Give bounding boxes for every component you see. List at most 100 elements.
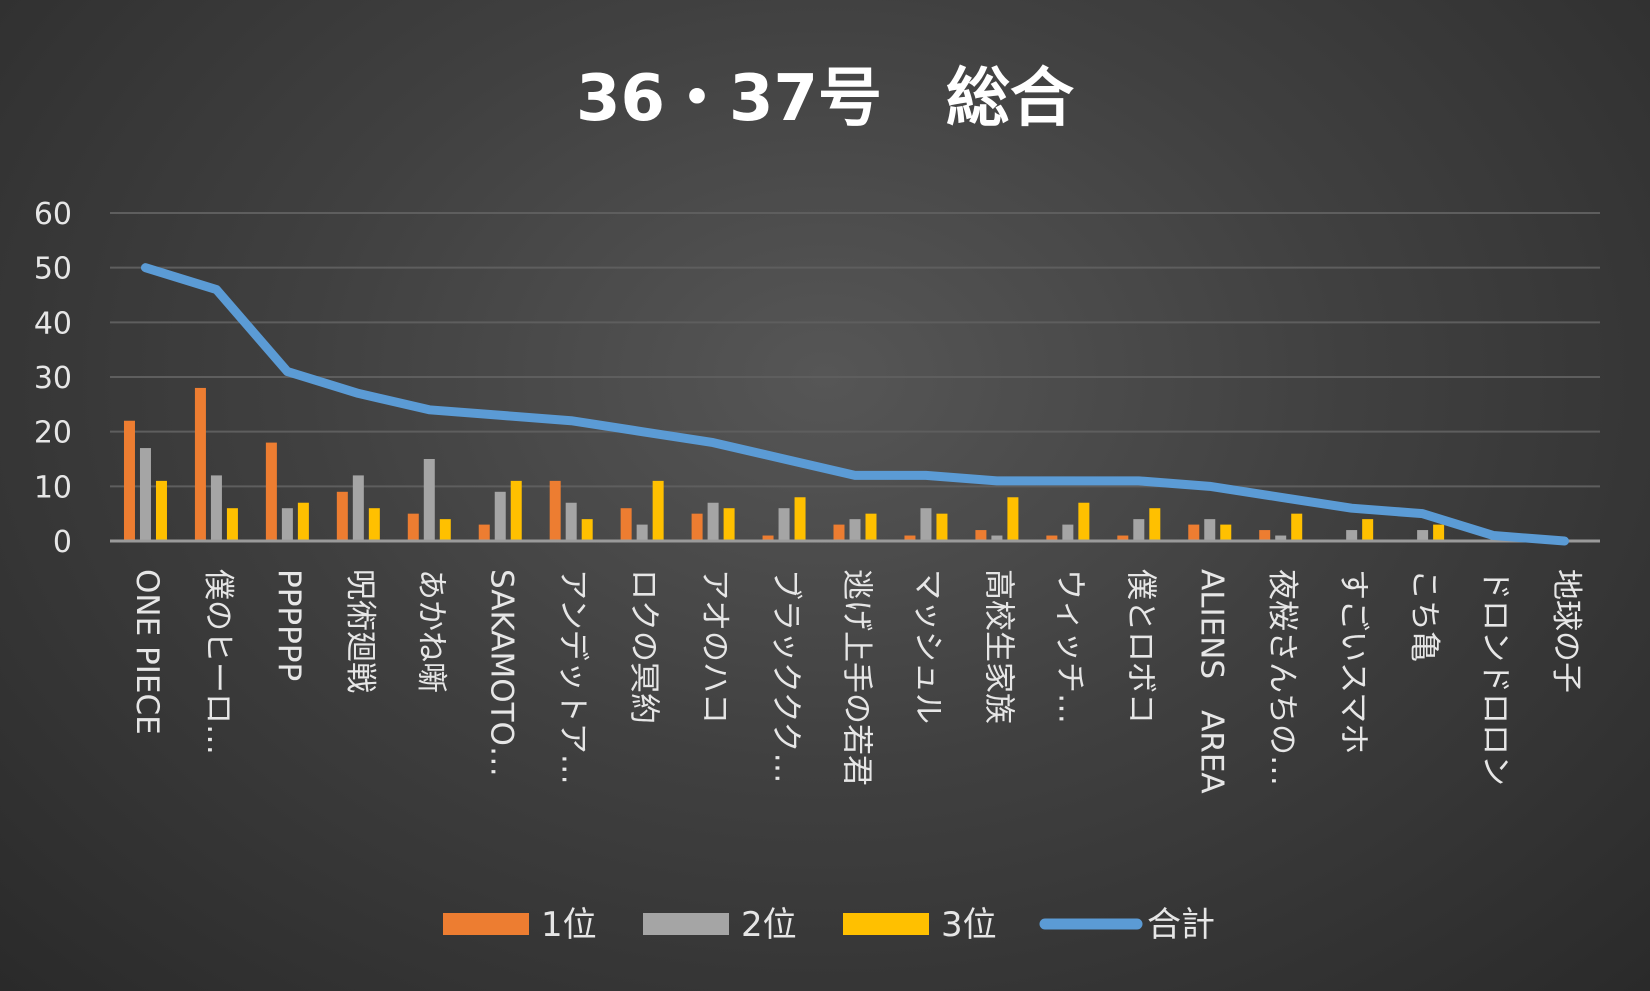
bar-1i-2 bbox=[265, 442, 277, 541]
y-tick-label: 30 bbox=[34, 361, 72, 396]
x-category-label: こち亀 bbox=[1406, 569, 1442, 662]
x-category-label: ONE PIECE bbox=[129, 569, 165, 735]
bar-2i-5 bbox=[494, 491, 506, 541]
legend-label: 1位 bbox=[541, 905, 597, 945]
x-category-label: 逃げ上手の若君 bbox=[839, 569, 875, 786]
x-axis-category-labels: ONE PIECE 僕のヒーロ… PPPPPP 呪術廻戦 あかね噺 SAKAMOTO… アン… bbox=[129, 569, 1584, 794]
bar-3i-6 bbox=[581, 519, 593, 541]
bar-3i-9 bbox=[794, 497, 806, 541]
bar-2i-3 bbox=[352, 475, 364, 541]
bar-3i-10 bbox=[865, 513, 877, 541]
bar-3i-0 bbox=[155, 480, 167, 541]
bar-1i-4 bbox=[407, 513, 419, 541]
y-tick-label: 50 bbox=[34, 252, 72, 287]
bar-2i-18 bbox=[1417, 530, 1429, 541]
bar-3i-16 bbox=[1291, 513, 1303, 541]
bar-3i-13 bbox=[1078, 502, 1090, 541]
bar-1i-8 bbox=[691, 513, 703, 541]
legend-label: 2位 bbox=[741, 905, 797, 945]
bar-1i-0 bbox=[123, 420, 135, 541]
bar-1i-14 bbox=[1117, 535, 1129, 541]
x-category-label: ドロンドロロン bbox=[1477, 569, 1513, 786]
bar-3i-14 bbox=[1149, 508, 1161, 541]
bar-2i-11 bbox=[920, 508, 932, 541]
y-axis-ticks: 0 10 20 30 40 50 60 bbox=[34, 197, 72, 560]
x-category-label: あかね噺 bbox=[413, 569, 449, 693]
bar-2i-7 bbox=[636, 524, 648, 541]
x-category-label: 高校生家族 bbox=[980, 569, 1016, 724]
x-category-label: ALIENS AREA bbox=[1193, 569, 1229, 794]
bar-1i-7 bbox=[620, 508, 632, 541]
legend-swatch bbox=[843, 913, 929, 935]
legend-item-2[interactable]: 2位 bbox=[643, 905, 797, 945]
bar-1i-3 bbox=[336, 491, 348, 541]
bar-1i-13 bbox=[1046, 535, 1058, 541]
gridlines bbox=[110, 212, 1600, 488]
y-tick-label: 60 bbox=[34, 197, 72, 232]
bar-2i-16 bbox=[1275, 535, 1287, 541]
bar-2i-9 bbox=[778, 508, 790, 541]
legend-item-3[interactable]: 3位 bbox=[843, 905, 997, 945]
bar-2i-17 bbox=[1346, 530, 1358, 541]
bar-3i-2 bbox=[297, 502, 309, 541]
bar-1i-11 bbox=[904, 535, 916, 541]
bar-1i-12 bbox=[975, 530, 987, 541]
chart-title: 36・37号 総合 bbox=[576, 62, 1074, 136]
total-line bbox=[140, 263, 1570, 546]
bar-1i-10 bbox=[833, 524, 845, 541]
bar-3i-18 bbox=[1433, 524, 1445, 541]
legend-item-4[interactable]: 合計 bbox=[1039, 905, 1215, 945]
legend-swatch bbox=[643, 913, 729, 935]
bar-1i-1 bbox=[194, 387, 206, 541]
x-category-label: すごいスマホ bbox=[1335, 569, 1371, 754]
bar-3i-3 bbox=[368, 508, 380, 541]
x-category-label: 夜桜さんちの… bbox=[1264, 569, 1300, 786]
bar-2i-10 bbox=[849, 519, 861, 541]
bar-2i-4 bbox=[423, 459, 435, 541]
bar-1i-5 bbox=[478, 524, 490, 541]
y-tick-label: 40 bbox=[34, 306, 72, 341]
x-category-label: 呪術廻戦 bbox=[342, 569, 378, 693]
bar-3i-5 bbox=[510, 480, 522, 541]
bar-3i-11 bbox=[936, 513, 948, 541]
x-category-label: 僕とロボコ bbox=[1122, 569, 1158, 724]
x-category-label: アンデットア… bbox=[555, 569, 591, 785]
legend-item-1[interactable]: 1位 bbox=[443, 905, 597, 945]
bar-3i-7 bbox=[652, 480, 664, 541]
bar-3i-12 bbox=[1007, 497, 1019, 541]
total-line-series bbox=[140, 263, 1570, 546]
bar-3i-15 bbox=[1220, 524, 1232, 541]
legend-swatch bbox=[443, 913, 529, 935]
x-category-label: 僕のヒーロ… bbox=[200, 569, 236, 755]
x-category-label: アオのハコ bbox=[697, 569, 733, 724]
bar-1i-9 bbox=[762, 535, 774, 541]
x-category-label: SAKAMOTO… bbox=[484, 569, 520, 777]
bars bbox=[123, 387, 1445, 541]
bar-2i-0 bbox=[139, 448, 151, 541]
x-category-label: ロクの冥約 bbox=[626, 569, 662, 724]
bar-2i-13 bbox=[1062, 524, 1074, 541]
bar-1i-15 bbox=[1188, 524, 1200, 541]
legend[interactable]: 1位 2位 3位 合計 bbox=[443, 905, 1215, 945]
bar-1i-16 bbox=[1259, 530, 1271, 541]
bar-2i-1 bbox=[210, 475, 222, 541]
x-category-label: ブラッククク… bbox=[768, 569, 804, 784]
x-category-label: マッシュル bbox=[909, 569, 945, 724]
bar-2i-14 bbox=[1133, 519, 1145, 541]
bar-3i-17 bbox=[1362, 519, 1374, 541]
x-category-label: PPPPPP bbox=[271, 569, 307, 681]
x-category-label: 地球の子 bbox=[1548, 569, 1584, 693]
y-tick-label: 10 bbox=[34, 470, 72, 505]
bar-2i-12 bbox=[991, 535, 1003, 541]
y-tick-label: 0 bbox=[53, 525, 72, 560]
bar-2i-15 bbox=[1204, 519, 1216, 541]
legend-label: 合計 bbox=[1147, 905, 1215, 945]
bar-1i-6 bbox=[549, 480, 561, 541]
y-tick-label: 20 bbox=[34, 416, 72, 451]
bar-2i-8 bbox=[707, 502, 719, 541]
bar-2i-2 bbox=[281, 508, 293, 541]
bar-3i-1 bbox=[226, 508, 238, 541]
bar-2i-6 bbox=[565, 502, 577, 541]
